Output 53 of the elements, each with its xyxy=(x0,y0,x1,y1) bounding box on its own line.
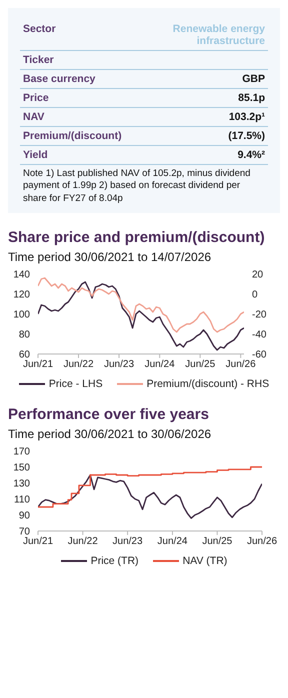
chart-title: Share price and premium/(discount) xyxy=(8,229,266,246)
category-label: Ticker xyxy=(23,54,54,66)
y-tick-label: 130 xyxy=(13,478,30,490)
x-tick-label: Jun/25 xyxy=(202,536,233,548)
y-tick-label: 90 xyxy=(18,510,30,522)
x-tick-label: Jun/22 xyxy=(63,359,94,370)
y2-tick-label: 20 xyxy=(252,270,264,281)
legend-label: Price (TR) xyxy=(90,555,139,568)
x-tick-label: Jun/26 xyxy=(246,536,278,548)
text: 103.2p¹ xyxy=(228,111,265,123)
category-label: Yield xyxy=(23,149,48,161)
text: GBP xyxy=(242,73,265,85)
x-tick-label: Jun/25 xyxy=(185,359,216,370)
y2-tick-label: -20 xyxy=(252,310,267,321)
category-label: Premium/(discount) xyxy=(23,130,122,142)
x-tick-label: Jun/21 xyxy=(22,359,54,370)
text: Renewable energy infrastructure xyxy=(172,23,265,47)
line-series xyxy=(38,474,262,519)
text: 85.1p xyxy=(238,92,265,104)
x-tick-label: Jun/23 xyxy=(104,359,134,370)
legend-label: Price - LHS xyxy=(48,378,103,390)
chart-subtitle: Time period 30/06/2021 to 14/07/2026 xyxy=(8,250,212,264)
x-tick-label: Jun/23 xyxy=(112,536,143,548)
x-tick-label: Jun/26 xyxy=(226,359,256,370)
line-series xyxy=(38,277,244,333)
x-tick-label: Jun/22 xyxy=(68,536,98,548)
text: Note 1) Last published NAV of 105.2p, minus dividend payment of 1.99p 2) based on forecast dividend per share for FY27 of 8.04p xyxy=(22,167,252,206)
y-tick-label: 170 xyxy=(13,446,30,458)
legend-label: Premium/(discount) - RHS xyxy=(146,378,270,390)
category-label: Sector xyxy=(23,23,56,35)
y-tick-label: 150 xyxy=(13,462,30,474)
y-tick-label: 70 xyxy=(18,526,30,538)
y-tick-label: 110 xyxy=(14,494,30,506)
chart-subtitle: Time period 30/06/2021 to 30/06/2026 xyxy=(8,427,212,442)
chart-title: Performance over five years xyxy=(8,406,210,424)
text: 9.4%² xyxy=(238,149,265,161)
category-label: NAV xyxy=(23,111,44,123)
y-tick-label: 80 xyxy=(18,330,30,341)
x-tick-label: Jun/21 xyxy=(22,536,54,548)
y2-tick-label: -40 xyxy=(252,330,267,341)
y2-tick-label: 0 xyxy=(252,290,258,301)
y-tick-label: 60 xyxy=(18,350,30,361)
legend-label: NAV (TR) xyxy=(182,555,228,568)
y-tick-label: 120 xyxy=(13,290,30,301)
text: (17.5%) xyxy=(228,130,265,142)
category-label: Price xyxy=(23,92,49,104)
y-tick-label: 100 xyxy=(13,310,30,321)
category-label: Base currency xyxy=(23,73,96,85)
y2-tick-label: -60 xyxy=(252,350,267,361)
x-tick-label: Jun/24 xyxy=(144,359,176,370)
x-tick-label: Jun/24 xyxy=(157,536,188,548)
line-series xyxy=(38,281,244,351)
y-tick-label: 140 xyxy=(13,270,30,281)
